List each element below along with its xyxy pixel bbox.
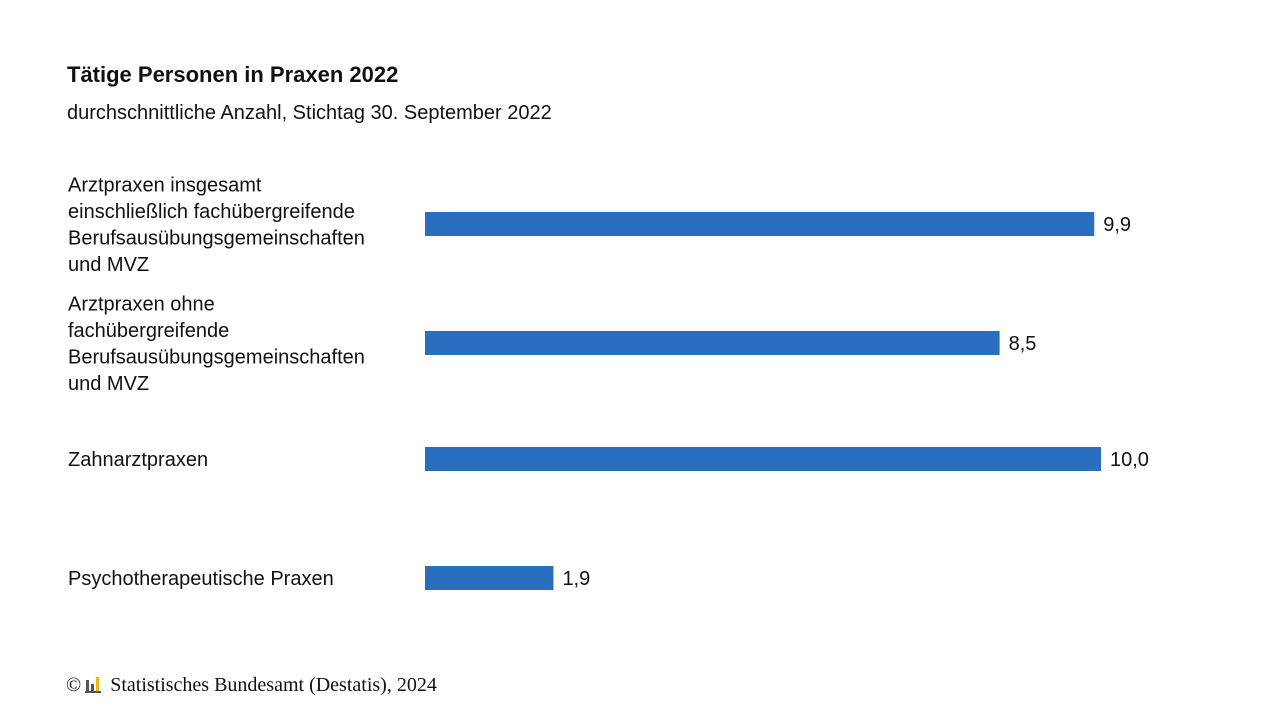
chart-title: Tätige Personen in Praxen 2022 <box>67 62 399 87</box>
category-label-line: einschließlich fachübergreifende <box>68 201 355 223</box>
category-label-line: und MVZ <box>68 373 149 395</box>
source-footer: © Statistisches Bundesamt (Destatis), 20… <box>66 674 437 697</box>
data-label: 10,0 <box>1110 449 1149 471</box>
bar <box>425 566 554 590</box>
category-label-line: fachübergreifende <box>68 320 229 342</box>
category-label: Arztpraxen ohne fachübergreifende Berufsau… <box>68 293 365 395</box>
copyright-symbol: © <box>66 674 82 696</box>
category-label: Psychotherapeutische Praxen <box>68 568 334 590</box>
chart-subtitle: durchschnittliche Anzahl, Stichtag 30. S… <box>67 102 552 124</box>
bar <box>425 447 1101 471</box>
data-label: 9,9 <box>1103 214 1131 236</box>
category-label-line: Arztpraxen ohne <box>68 293 215 315</box>
data-label: 1,9 <box>562 568 590 590</box>
category-label: Zahnarztpraxen <box>68 449 208 471</box>
category-label-line: Berufsausübungsgemeinschaften <box>68 346 365 368</box>
category-label-line: Arztpraxen insgesamt <box>68 174 262 196</box>
category-label-line: Zahnarztpraxen <box>68 449 208 471</box>
destatis-logo-icon <box>85 676 102 693</box>
source-text: Statistisches Bundesamt (Destatis), 2024 <box>110 674 437 696</box>
category-label-line: Berufsausübungsgemeinschaften <box>68 227 365 249</box>
bar <box>425 331 1000 355</box>
category-label-line: Psychotherapeutische Praxen <box>68 568 334 590</box>
bar <box>425 212 1095 236</box>
data-label: 8,5 <box>1009 333 1037 355</box>
category-label: Arztpraxen insgesamt einschließlich fachü… <box>68 174 365 276</box>
category-label-line: und MVZ <box>68 254 149 276</box>
